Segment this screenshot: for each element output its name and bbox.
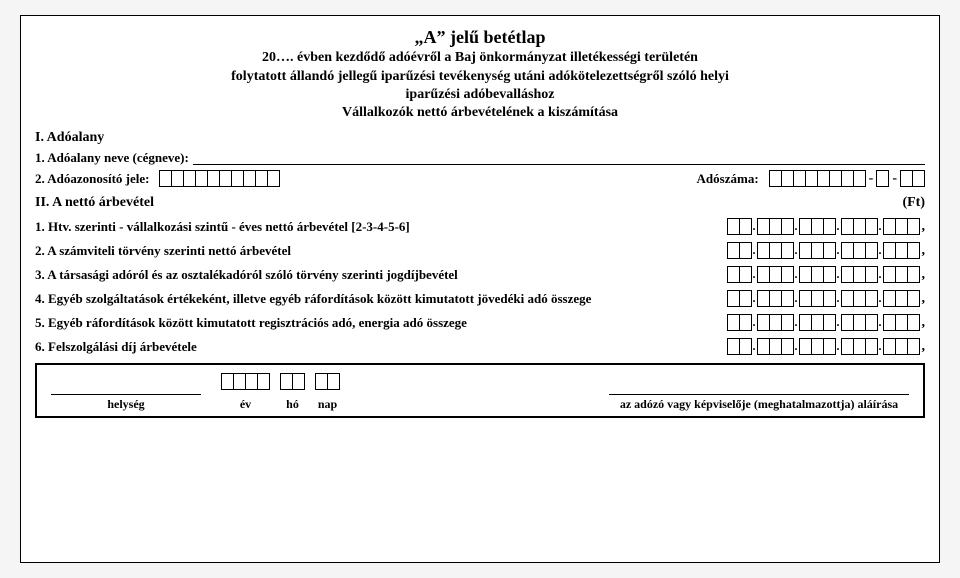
month-boxes[interactable] [280, 373, 305, 390]
header-line3: iparűzési adóbevalláshoz [35, 86, 925, 104]
tax-number-label: Adószáma: [697, 171, 759, 187]
money-field[interactable]: ...., [727, 218, 926, 235]
main-title: „A” jelű betétlap [35, 26, 925, 49]
revenue-row: 1. Htv. szerinti - vállalkozási szintű -… [35, 218, 925, 235]
date-group: év hó nap [221, 373, 340, 412]
tax-number-boxes[interactable]: -- [769, 170, 925, 187]
revenue-label: 5. Egyéb ráfordítások között kimutatott … [35, 315, 727, 331]
tax-id-row: 2. Adóazonosító jele: Adószáma: -- [35, 170, 925, 187]
header-line1: 20…. évben kezdődő adóévről a Baj önkorm… [35, 49, 925, 67]
money-field[interactable]: ...., [727, 338, 926, 355]
place-column: helység [51, 394, 201, 412]
place-label: helység [51, 397, 201, 412]
signature-column: az adózó vagy képviselője (meghatalmazot… [609, 394, 909, 412]
month-label: hó [280, 397, 305, 412]
money-field[interactable]: ...., [727, 242, 926, 259]
revenue-row: 5. Egyéb ráfordítások között kimutatott … [35, 314, 925, 331]
year-label: év [221, 397, 270, 412]
section-II-title: II. A nettó árbevétel [35, 195, 154, 211]
revenue-row: 4. Egyéb szolgáltatások értékeként, ille… [35, 290, 925, 307]
section-II-header: II. A nettó árbevétel (Ft) [35, 195, 925, 211]
taxpayer-name-row: 1. Adóalany neve (cégneve): [35, 150, 925, 166]
revenue-label: 4. Egyéb szolgáltatások értékeként, ille… [35, 291, 727, 307]
revenue-row: 3. A társasági adóról és az osztalékadór… [35, 266, 925, 283]
header-line2: folytatott állandó jellegű iparűzési tev… [35, 68, 925, 86]
signature-label: az adózó vagy képviselője (meghatalmazot… [609, 397, 909, 412]
footer-box: helység év hó nap az adózó vagy képvisel… [35, 363, 925, 418]
revenue-label: 1. Htv. szerinti - vállalkozási szintű -… [35, 219, 727, 235]
revenue-label: 3. A társasági adóról és az osztalékadór… [35, 267, 727, 283]
revenue-label: 2. A számviteli törvény szerinti nettó á… [35, 243, 727, 259]
day-boxes[interactable] [315, 373, 340, 390]
revenue-row: 6. Felszolgálási díj árbevétele...., [35, 338, 925, 355]
form-header: „A” jelű betétlap 20…. évben kezdődő adó… [35, 26, 925, 122]
money-field[interactable]: ...., [727, 290, 926, 307]
money-field[interactable]: ...., [727, 314, 926, 331]
revenue-items: 1. Htv. szerinti - vállalkozási szintű -… [35, 218, 925, 355]
taxpayer-name-field[interactable] [193, 151, 925, 165]
money-field[interactable]: ...., [727, 266, 926, 283]
year-boxes[interactable] [221, 373, 270, 390]
taxpayer-name-label: 1. Adóalany neve (cégneve): [35, 150, 189, 166]
revenue-label: 6. Felszolgálási díj árbevétele [35, 339, 727, 355]
form-page: „A” jelű betétlap 20…. évben kezdődő adó… [20, 15, 940, 563]
day-label: nap [315, 397, 340, 412]
header-line4: Vállalkozók nettó árbevételének a kiszám… [35, 104, 925, 122]
section-I-title: I. Adóalany [35, 130, 925, 146]
tax-id-label: 2. Adóazonosító jele: [35, 171, 149, 187]
tax-id-boxes[interactable] [159, 170, 280, 187]
revenue-row: 2. A számviteli törvény szerinti nettó á… [35, 242, 925, 259]
section-II-unit: (Ft) [902, 195, 925, 211]
